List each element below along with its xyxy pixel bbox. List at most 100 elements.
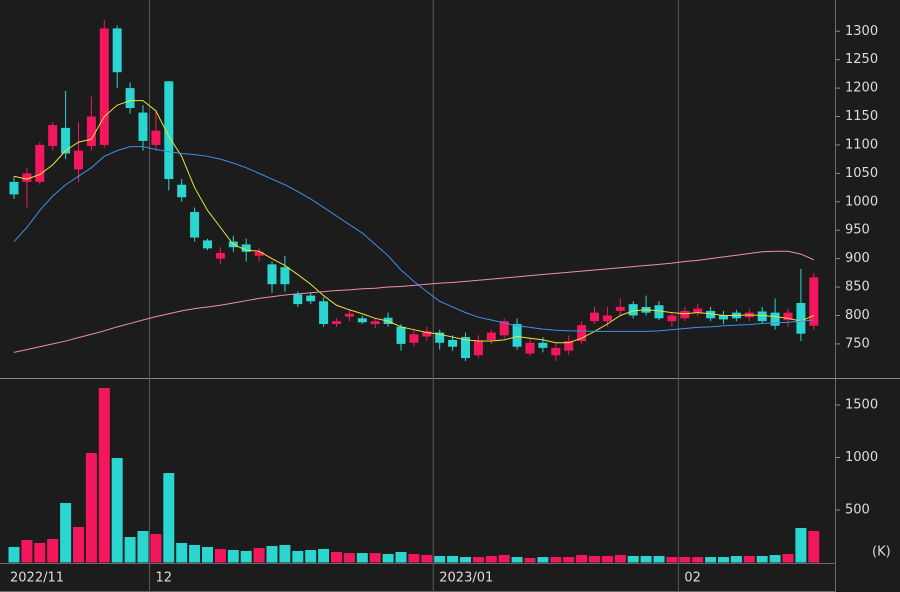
candle-body <box>332 321 341 324</box>
y-tick-label: 1100 <box>845 137 878 152</box>
y-tick-label: 850 <box>845 280 870 295</box>
candle-body <box>448 339 458 347</box>
candle-body <box>9 181 19 195</box>
volume-bar <box>550 557 562 563</box>
candle-body <box>74 150 83 170</box>
volume-bar <box>782 553 794 563</box>
volume-bar <box>253 548 265 563</box>
candle-body <box>770 312 780 326</box>
volume-bar <box>369 553 381 563</box>
volume-bar <box>756 555 768 563</box>
candle-body <box>551 347 561 356</box>
volume-bar <box>73 527 84 563</box>
volume-bar <box>292 550 304 563</box>
volume-bar <box>472 557 484 563</box>
candle-body <box>654 305 664 319</box>
y-tick-label: 1500 <box>845 397 878 412</box>
candle-body <box>422 331 432 337</box>
volume-bar <box>563 557 575 563</box>
y-tick-label: 1000 <box>845 450 878 465</box>
candle-body <box>203 240 212 249</box>
volume-bar <box>408 553 420 563</box>
candle-body <box>99 28 109 145</box>
volume-bar <box>85 452 97 563</box>
candle-body <box>48 125 58 147</box>
candle-body <box>693 308 703 313</box>
x-tick-label: 12 <box>155 571 172 586</box>
volume-bar <box>189 544 201 563</box>
volume-bar <box>124 536 136 563</box>
candle-body <box>125 88 135 108</box>
volume-bar <box>653 555 665 563</box>
volume-bar <box>227 550 239 563</box>
candle-body <box>796 302 806 334</box>
volume-bar <box>34 542 46 563</box>
volume-bar <box>163 473 175 563</box>
volume-bar <box>601 555 613 563</box>
candle-body <box>22 173 32 182</box>
candle-body <box>293 294 303 305</box>
volume-bar <box>98 387 110 563</box>
candle-body <box>628 304 638 316</box>
candle-body <box>499 321 509 336</box>
candle-body <box>564 341 574 351</box>
volume-bar <box>240 550 252 563</box>
candle-body <box>809 277 819 326</box>
volume-unit: (K) <box>872 545 891 560</box>
candle-body <box>435 332 445 343</box>
y-tick-label: 950 <box>845 223 870 238</box>
volume-bar <box>537 557 549 563</box>
volume-bar <box>485 555 497 563</box>
candle-body <box>461 337 470 359</box>
volume-bar <box>266 546 278 563</box>
volume-bar <box>382 553 394 563</box>
candle-body <box>241 244 251 252</box>
y-tick-label: 1300 <box>845 24 878 39</box>
moving-average-line <box>13 146 814 332</box>
candle-body <box>112 28 122 73</box>
x-tick-label: 2023/01 <box>439 571 493 586</box>
y-tick-label: 1200 <box>845 81 878 96</box>
candle-body <box>280 267 290 285</box>
volume-bar <box>8 546 20 563</box>
candle-body <box>719 315 728 320</box>
candle-body <box>590 312 599 322</box>
candle-body <box>164 81 174 180</box>
candle-body <box>577 325 587 342</box>
volume-bar <box>679 557 691 563</box>
volume-bar <box>434 555 446 563</box>
volume-bar <box>447 555 459 563</box>
candle-body <box>254 251 264 256</box>
candle-body <box>473 341 483 356</box>
volume-bar <box>730 555 742 563</box>
volume-bar <box>137 530 149 563</box>
volume-bar <box>343 553 355 563</box>
volume-bar <box>356 553 368 563</box>
y-tick-label: 1250 <box>845 52 878 67</box>
candle-body <box>525 342 535 354</box>
y-tick-label: 900 <box>845 251 870 266</box>
volume-bar <box>318 548 330 563</box>
candle-body <box>396 326 406 344</box>
candle-body <box>306 295 316 302</box>
volume-bar <box>743 555 755 563</box>
candle-body <box>783 312 793 321</box>
candle-body <box>602 315 612 322</box>
volume-bar <box>524 557 536 563</box>
volume-bar <box>176 542 188 563</box>
volume-bar <box>460 557 471 563</box>
x-tick-label: 2022/11 <box>10 571 64 586</box>
volume-bar <box>150 534 162 563</box>
candle-body <box>680 310 690 319</box>
volume-bar <box>214 548 226 563</box>
volume-bar <box>421 555 433 563</box>
volume-bar <box>202 546 213 563</box>
candle-body <box>706 310 716 319</box>
candle-body <box>35 144 45 182</box>
x-tick-label: 02 <box>684 571 701 586</box>
candle-body <box>86 116 96 147</box>
volume-bar <box>60 502 72 563</box>
volume-bar <box>718 557 729 563</box>
